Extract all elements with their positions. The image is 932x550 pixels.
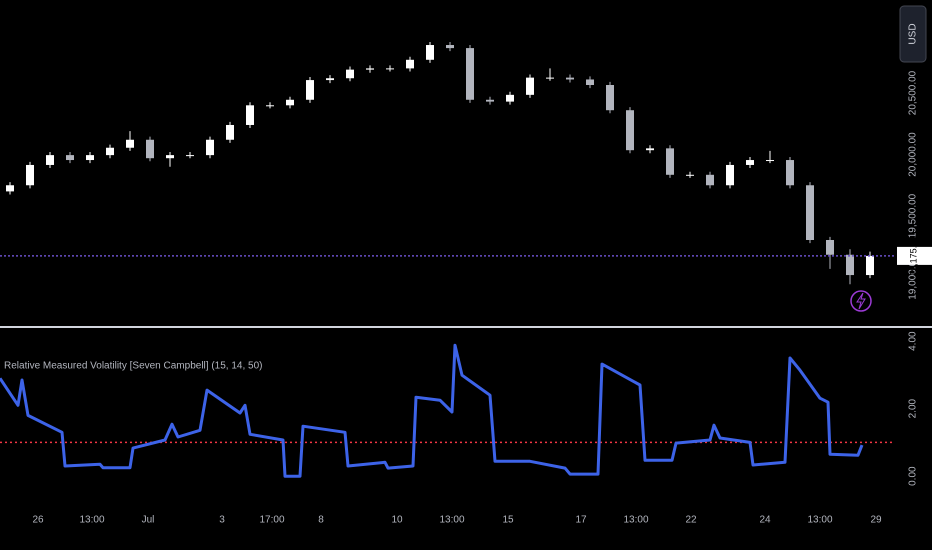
candle-body <box>66 155 74 161</box>
x-tick-label: 13:00 <box>439 515 464 526</box>
indicator-panel: 0.00 2.00 4.00 Relative Measured Volatility… <box>0 331 919 526</box>
candle-body <box>246 105 254 125</box>
last-price-box <box>897 246 932 265</box>
x-tick-label: 26 <box>32 515 44 526</box>
candle-body <box>466 48 474 100</box>
candle-body <box>406 59 414 69</box>
candle-body <box>526 77 534 95</box>
candle-body <box>386 68 394 70</box>
x-tick-label: 17:00 <box>259 515 284 526</box>
candle-body <box>626 110 634 151</box>
candle-body <box>186 155 194 157</box>
y-tick-label: 0.00 <box>908 466 919 486</box>
y-tick-label: 19,000.00 <box>908 255 919 300</box>
last-price-label: 19,175.75 <box>908 236 918 276</box>
candle-body <box>826 239 834 255</box>
candle-body <box>286 99 294 106</box>
x-tick-label: 13:00 <box>807 515 832 526</box>
candle-body <box>26 164 34 186</box>
x-tick-label: 13:00 <box>623 515 648 526</box>
candle-body <box>706 174 714 186</box>
indicator-line <box>0 343 864 478</box>
x-tick-label: 15 <box>502 515 514 526</box>
alert-bolt <box>856 292 866 310</box>
candle-body <box>786 160 794 186</box>
indicator-title: Relative Measured Volatility [Seven Camp… <box>4 361 262 372</box>
y-tick-label: 4.00 <box>908 331 919 351</box>
candle-body <box>646 148 654 151</box>
candle-body <box>346 69 354 79</box>
candle-body <box>166 155 174 159</box>
candle-body <box>806 185 814 240</box>
candle-body <box>506 94 514 102</box>
candle-body <box>586 79 594 86</box>
x-tick-label: 10 <box>391 515 403 526</box>
candle-body <box>866 255 874 276</box>
candle-body <box>486 99 494 102</box>
currency-button[interactable] <box>899 5 927 63</box>
candle-body <box>306 80 314 100</box>
candle-body <box>446 45 454 49</box>
candle-body <box>106 147 114 156</box>
candle-body <box>86 155 94 161</box>
y-tick-label: 2.00 <box>908 398 919 418</box>
alert-icon[interactable] <box>850 290 872 312</box>
candle-body <box>426 45 434 60</box>
y-tick-label: 19,500.00 <box>908 193 919 238</box>
currency-label: USD <box>908 23 919 44</box>
candle-body <box>266 105 274 107</box>
candle-body <box>126 139 134 148</box>
candle-body <box>366 68 374 70</box>
x-tick-label: Jul <box>142 515 155 526</box>
candle-body <box>566 77 574 80</box>
x-tick-label: 13:00 <box>79 515 104 526</box>
candle-body <box>6 185 14 192</box>
x-tick-label: 22 <box>685 515 697 526</box>
candle-body <box>226 124 234 140</box>
y-tick-label: 20,000.00 <box>908 132 919 177</box>
candle-body <box>206 139 214 156</box>
candle-body <box>46 155 54 165</box>
candle-body <box>146 139 154 159</box>
candle-body <box>686 174 694 176</box>
candle-body <box>846 254 854 276</box>
price-panel: 19,000.00 19,500.00 20,000.00 20,500.00 19,1… <box>0 41 932 300</box>
candle-body <box>726 164 734 186</box>
x-tick-label: 8 <box>318 515 324 526</box>
x-tick-label: 29 <box>870 515 882 526</box>
x-tick-label: 24 <box>759 515 771 526</box>
candle-body <box>666 148 674 175</box>
candle-body <box>766 160 774 162</box>
candle-body <box>326 78 334 81</box>
candle-body <box>606 85 614 111</box>
candle-body <box>746 160 754 165</box>
x-tick-label: 3 <box>219 515 225 526</box>
x-tick-label: 17 <box>575 515 587 526</box>
candle-body <box>546 77 554 79</box>
y-tick-label: 20,500.00 <box>908 70 919 115</box>
